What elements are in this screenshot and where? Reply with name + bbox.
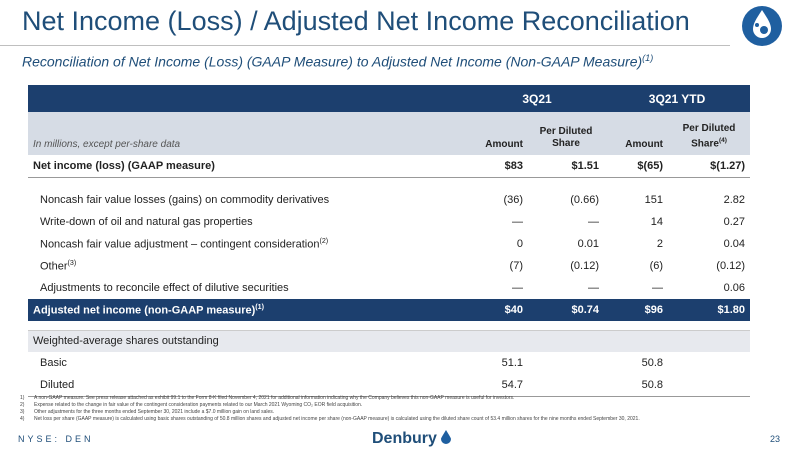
- table-cell: $83: [470, 155, 528, 178]
- footnote: 2) Expense related to the change in fair …: [20, 402, 780, 409]
- table-cell: (0.12): [716, 260, 746, 272]
- table-cell: 54.7: [470, 374, 528, 397]
- table-cell: 2.82: [723, 194, 746, 206]
- row-label-text: Basic: [40, 357, 67, 369]
- footnote: 3) Other adjustments for the three months…: [20, 409, 780, 416]
- table-cell: —: [588, 282, 600, 294]
- table-cell: $96: [604, 299, 669, 321]
- table-row: Adjustments to reconcile effect of dilut…: [28, 277, 750, 299]
- row-label: Basic: [28, 352, 470, 374]
- footnote: 4) Net loss per share (GAAP measure) is c…: [20, 416, 780, 423]
- table-cell: 0.01: [577, 238, 600, 250]
- table-cell: [668, 374, 751, 397]
- footnote-mark: 1): [20, 395, 25, 401]
- row-label-text: Adjustments to reconcile effect of dilut…: [40, 282, 289, 294]
- table-cell: (0.12): [570, 260, 600, 272]
- table-cell: 151: [644, 194, 664, 206]
- row-label: Adjustments to reconcile effect of dilut…: [28, 277, 470, 299]
- row-label-text: Write-down of oil and natural gas proper…: [40, 216, 253, 228]
- footnote-mark: 4): [20, 416, 25, 422]
- row-label-text: Noncash fair value adjustment – continge…: [40, 238, 320, 251]
- column-header: Amount: [470, 112, 528, 155]
- column-header: Per Diluted Share(4): [668, 112, 751, 155]
- row-label-text: Other: [40, 260, 68, 273]
- table-row: Write-down of oil and natural gas proper…: [28, 211, 750, 233]
- table-cell: $(65): [604, 155, 669, 178]
- table-row: Adjusted net income (non-GAAP measure)(1…: [28, 299, 751, 321]
- row-label: Weighted-average shares outstanding: [28, 329, 751, 352]
- footnote-text: A non-GAAP measure. See press release at…: [34, 395, 515, 401]
- footnote-text: Other adjustments for the three months e…: [34, 409, 275, 415]
- row-label: Noncash fair value adjustment – continge…: [28, 233, 470, 255]
- footnotes: 1) A non-GAAP measure. See press release …: [20, 395, 780, 423]
- row-label-text: Net income (loss) (GAAP measure): [33, 159, 215, 172]
- row-label: Write-down of oil and natural gas proper…: [28, 211, 470, 233]
- table-row: Net income (loss) (GAAP measure) $83 $1.51…: [28, 155, 751, 178]
- row-label: Adjusted net income (non-GAAP measure)(1…: [28, 299, 470, 321]
- row-label: Noncash fair value losses (gains) on com…: [28, 189, 470, 211]
- table-cell: 0.04: [723, 238, 746, 250]
- column-header: Amount: [604, 112, 669, 155]
- footnote-mark: 2): [20, 402, 25, 408]
- table-cell: —: [512, 216, 523, 228]
- footnote: 1) A non-GAAP measure. See press release …: [20, 395, 780, 402]
- table-cell: (0.66): [570, 194, 600, 206]
- table-cell: 51.1: [501, 357, 523, 369]
- row-label: Diluted: [28, 374, 470, 397]
- footnote-mark: 3): [20, 409, 25, 415]
- table-cell: 0: [516, 238, 523, 250]
- row-label: Net income (loss) (GAAP measure): [28, 155, 470, 178]
- table-cell: $(1.27): [668, 155, 751, 178]
- page-number: 23: [769, 434, 780, 444]
- row-label-text: Noncash fair value losses (gains) on com…: [40, 194, 330, 206]
- row-label-text: Diluted: [40, 378, 75, 391]
- table-cell: 14: [650, 216, 664, 228]
- table-row: Noncash fair value adjustment – continge…: [28, 233, 750, 255]
- table-cell: $1.51: [528, 155, 605, 178]
- table-cell: $0.74: [528, 299, 605, 321]
- group-header: 3Q21 YTD: [604, 85, 751, 112]
- row-note: (1): [255, 303, 265, 312]
- table-cell: 2: [656, 238, 664, 250]
- title: Net Income (Loss) / Adjusted Net Income …: [22, 6, 690, 36]
- row-note: (3): [67, 259, 77, 268]
- table-cell: [668, 352, 750, 374]
- row-label-text: Weighted-average shares outstanding: [33, 335, 219, 348]
- table-cell: 50.8: [604, 374, 669, 397]
- table-cell: 0.06: [723, 282, 746, 294]
- table-cell: —: [588, 216, 600, 228]
- reconciliation-table: 3Q21 3Q21 YTD In millions, except per-sha…: [28, 85, 751, 397]
- table-cell: $1.80: [668, 299, 751, 321]
- table-cell: —: [512, 282, 523, 294]
- row-label-text: Adjusted net income (non-GAAP measure): [33, 304, 256, 317]
- table-row: Diluted 54.7 50.8: [28, 374, 751, 397]
- table-cell: 50.8: [641, 357, 664, 369]
- ticker: NYSE: DEN: [18, 434, 94, 444]
- table-row: Other(3) (7) (0.12) (6) (0.12): [28, 255, 750, 277]
- table-cell: 0.27: [723, 216, 746, 228]
- table-cell: [528, 374, 605, 397]
- title-rule: [0, 45, 730, 46]
- row-label: Other(3): [28, 255, 470, 277]
- table-cell: —: [652, 282, 664, 294]
- group-header: 3Q21: [470, 85, 605, 112]
- unit-note: In millions, except per-share data: [28, 112, 470, 155]
- subtitle: Reconciliation of Net Income (Loss) (GAA…: [22, 53, 654, 70]
- footnote-text: Net loss per share (GAAP measure) is cal…: [34, 416, 640, 422]
- table-cell: $40: [470, 299, 528, 321]
- table-cell: [528, 352, 604, 374]
- table-row: Noncash fair value losses (gains) on com…: [28, 189, 750, 211]
- table-cell: (6): [649, 260, 664, 272]
- table-row: Weighted-average shares outstanding: [28, 329, 751, 352]
- brand: Denbury: [372, 430, 452, 448]
- table-cell: (36): [503, 194, 523, 206]
- table-cell: (7): [509, 260, 523, 272]
- row-note: (2): [319, 237, 329, 246]
- footnote-text: Expense related to the change in fair va…: [34, 402, 363, 408]
- logo: [742, 6, 782, 46]
- column-header: Per Diluted Share: [528, 112, 605, 155]
- table-row: Basic 51.1 50.8: [28, 352, 750, 374]
